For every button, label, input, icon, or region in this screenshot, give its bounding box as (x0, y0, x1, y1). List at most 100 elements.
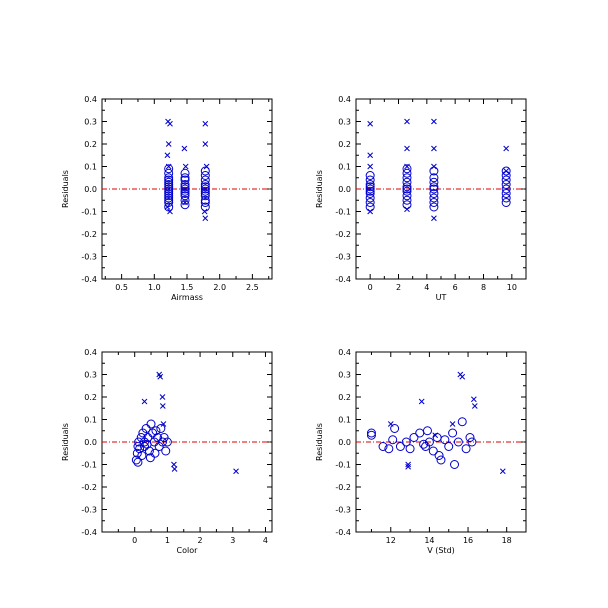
data-point-circle (145, 453, 155, 463)
data-point-circle (405, 444, 415, 454)
data-point-circle (153, 433, 163, 442)
x-tick-label: 1.5 (181, 283, 194, 292)
x-tick-label: 0.5 (115, 283, 128, 292)
data-point-x (432, 432, 439, 439)
data-point-x (404, 163, 410, 170)
data-point-circle (444, 442, 454, 451)
data-point-x (203, 163, 210, 170)
data-point-circle (429, 202, 439, 212)
data-point-x-stroke (157, 373, 164, 380)
data-point-circle (366, 428, 376, 438)
data-point-x-stroke (159, 394, 166, 400)
data-point-x (202, 141, 209, 147)
x-tick-label: 0 (368, 283, 373, 292)
data-point-circle (365, 193, 375, 203)
y-tick-label: -0.2 (335, 483, 351, 492)
y-tick-label: -0.4 (335, 275, 351, 284)
data-point-x-stroke (405, 461, 412, 468)
data-point-x (367, 152, 374, 159)
data-point-x-stroke (167, 208, 173, 215)
data-point-circle (159, 433, 169, 442)
data-point-x-stroke (459, 373, 466, 380)
data-point-circle (164, 191, 174, 201)
data-point-circle (448, 428, 458, 438)
data-point-x (404, 206, 410, 213)
y-tick-label: 0.2 (338, 393, 351, 402)
data-point-x (367, 120, 374, 127)
x-tick-label: 14 (424, 536, 434, 545)
data-point-circle (436, 455, 446, 465)
y-tick-label: 0.3 (338, 118, 351, 127)
y-tick-label: 0.2 (84, 393, 97, 402)
chart-panel: 0.4 0.3 0.2 0.1 0.0 -0.1 -0.2 -0.3 -0.4 0 2 4 6 8 10 UT… (315, 95, 527, 302)
x-tick-label: 1 (165, 536, 170, 545)
data-point-circle (164, 164, 174, 174)
data-point-x-stroke (201, 208, 208, 215)
data-point-x (141, 398, 148, 405)
y-tick-label: 0.3 (84, 371, 97, 380)
data-point-x (503, 145, 510, 152)
data-point-x-stroke (367, 163, 374, 170)
x-axis-label: V (Std) (427, 546, 455, 555)
data-point-circle (200, 195, 210, 205)
data-point-circle (131, 455, 141, 465)
data-point-x-stroke (167, 120, 173, 127)
x-tick-label: 2.5 (246, 283, 259, 292)
y-axis-label: Residuals (61, 170, 70, 208)
data-point-circle (384, 444, 394, 454)
data-point-x (404, 145, 410, 152)
data-point-circle (429, 173, 439, 183)
data-point-x-stroke (202, 215, 209, 222)
data-point-x (431, 215, 437, 222)
x-tick-label: 16 (463, 536, 473, 545)
data-point-x-stroke (431, 145, 437, 152)
data-point-circle (164, 202, 174, 212)
y-tick-label: 0.1 (84, 416, 97, 425)
data-point-circle (180, 173, 190, 183)
data-point-circle (164, 186, 174, 196)
data-point-x (367, 163, 374, 170)
data-point-x-stroke (404, 118, 410, 125)
data-point-circle (164, 182, 174, 192)
x-tick-label: 0 (132, 536, 137, 545)
data-point-circle (467, 437, 477, 447)
y-tick-label: -0.3 (81, 506, 97, 515)
data-point-x (404, 118, 410, 125)
data-point-circle (180, 180, 190, 189)
data-point-circle (200, 191, 210, 201)
y-tick-label: -0.3 (335, 506, 351, 515)
chart-panel: 0.4 0.3 0.2 0.1 0.0 -0.1 -0.2 -0.3 -0.4 0.5 1.0 1.5… (61, 95, 273, 302)
data-point-x (449, 421, 456, 427)
data-point-circle (429, 189, 439, 198)
data-point-circle (401, 437, 411, 447)
data-point-x-stroke (171, 466, 178, 472)
data-point-x (503, 168, 510, 174)
data-point-x (418, 398, 425, 405)
y-tick-label: -0.4 (81, 275, 97, 284)
y-axis-label: Residuals (315, 423, 324, 461)
data-point-x (164, 204, 171, 210)
x-axis-label: UT (436, 293, 447, 302)
data-point-x (202, 215, 209, 222)
data-point-circle (140, 442, 149, 451)
data-point-circle (180, 175, 190, 185)
data-point-circle (457, 417, 467, 427)
data-point-x-stroke (233, 468, 239, 475)
data-point-x-stroke (367, 208, 374, 215)
data-point-circle (465, 433, 475, 442)
data-point-x-stroke (181, 145, 188, 152)
data-point-x (157, 373, 164, 380)
y-tick-label: -0.3 (335, 253, 351, 262)
data-point-x (167, 208, 173, 215)
data-point-x-stroke (418, 398, 425, 405)
data-point-circle (200, 198, 210, 207)
data-point-circle (137, 451, 147, 460)
x-tick-label: 6 (453, 283, 458, 292)
data-point-x (201, 208, 208, 215)
data-point-x-stroke (470, 396, 477, 403)
data-point-x (167, 120, 173, 127)
x-axis-label: Color (177, 546, 199, 555)
data-point-x (470, 396, 477, 403)
data-point-x-stroke (404, 145, 410, 152)
x-tick-label: 2 (198, 536, 203, 545)
